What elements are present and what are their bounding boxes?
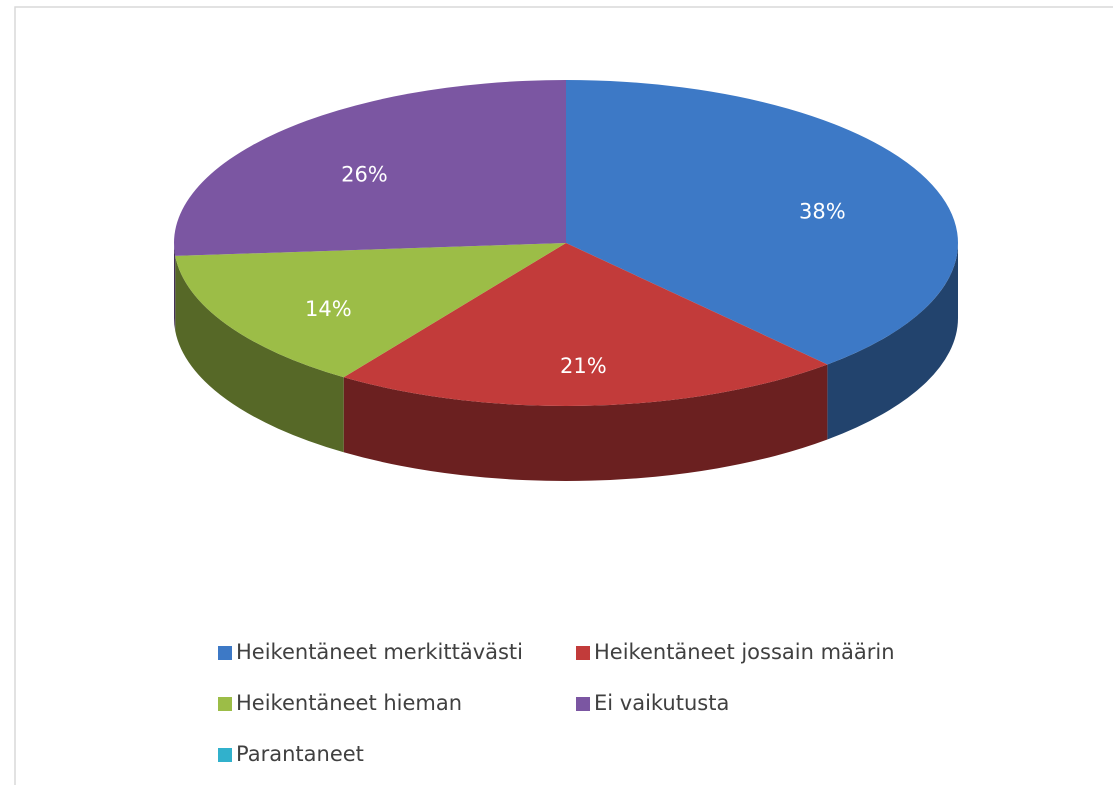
data-label: 26% xyxy=(341,163,388,187)
legend-label: Ei vaikutusta xyxy=(594,691,729,715)
legend-swatch xyxy=(218,697,232,711)
data-label: 38% xyxy=(799,199,846,223)
slice xyxy=(173,80,566,256)
legend-label: Parantaneet xyxy=(236,742,364,766)
slice-side xyxy=(343,364,828,482)
slice-side xyxy=(174,243,176,331)
data-label: 14% xyxy=(305,297,352,321)
data-label: 21% xyxy=(560,354,607,378)
legend-swatch xyxy=(576,697,590,711)
legend-swatch xyxy=(218,646,232,660)
slice-side xyxy=(175,255,344,453)
legend-swatch xyxy=(218,748,232,762)
legend-label: Heikentäneet merkittävästi xyxy=(236,640,523,664)
slice-side xyxy=(827,243,958,440)
slice xyxy=(343,243,828,407)
slice xyxy=(175,243,567,378)
legend-label: Heikentäneet hieman xyxy=(236,691,462,715)
chart-frame xyxy=(14,6,1113,785)
slice xyxy=(566,80,959,365)
legend-label: Heikentäneet jossain määrin xyxy=(594,640,895,664)
legend-swatch xyxy=(576,646,590,660)
